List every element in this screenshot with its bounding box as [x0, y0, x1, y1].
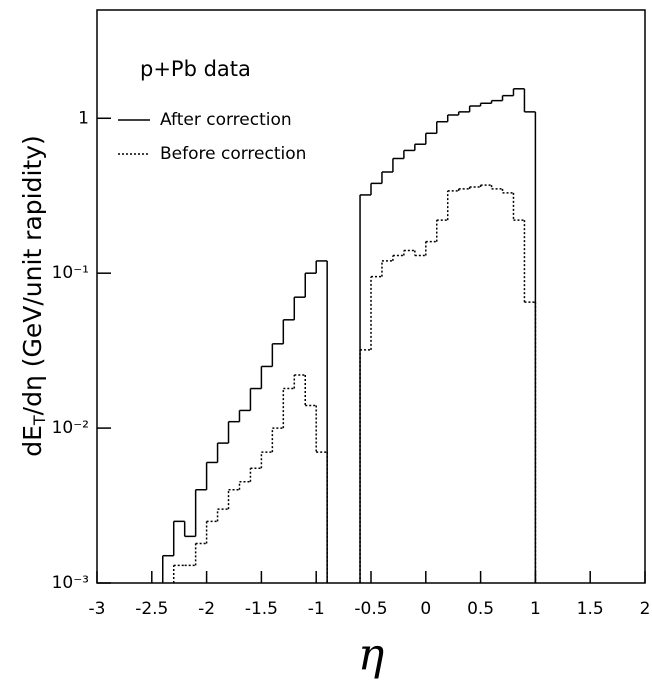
annotation: p+Pb data	[140, 57, 251, 81]
x-tick-label: -0.5	[354, 599, 387, 619]
x-tick-label: -1.5	[245, 599, 278, 619]
y-tick-label: 10⁻¹	[52, 263, 89, 283]
y-axis-label: dET/dη (GeV/unit rapidity)	[18, 135, 49, 457]
y-label-sub: T	[30, 415, 49, 426]
x-tick-label: 0.5	[467, 599, 494, 619]
x-tick-label: -1	[308, 599, 325, 619]
x-tick-label: 0	[420, 599, 431, 619]
y-tick-label: 10⁻²	[52, 418, 89, 438]
x-tick-label: -2.5	[135, 599, 168, 619]
legend-label: After correction	[160, 110, 292, 130]
y-label-part: dE	[18, 425, 47, 457]
x-tick-label: 1.5	[577, 599, 604, 619]
legend-label: Before correction	[160, 144, 306, 164]
x-tick-label: 2	[640, 599, 651, 619]
y-tick-label: 10⁻³	[52, 573, 89, 593]
y-label-part: /dη (GeV/unit rapidity)	[18, 135, 47, 415]
x-axis-label: η	[358, 630, 384, 681]
x-tick-label: -2	[198, 599, 215, 619]
x-tick-label: 1	[530, 599, 541, 619]
y-tick-label: 1	[78, 108, 89, 128]
x-tick-label: -3	[89, 599, 106, 619]
